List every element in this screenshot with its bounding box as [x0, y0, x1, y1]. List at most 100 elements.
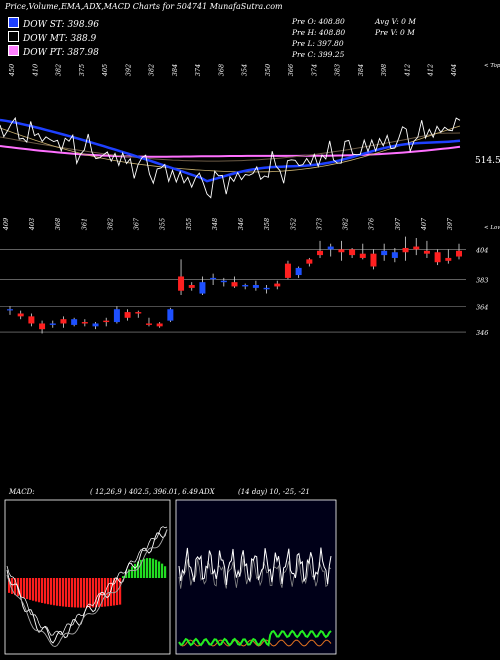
candle-body — [391, 252, 398, 258]
candle-body — [295, 267, 302, 276]
legend-dow-pt: DOW PT: 387.98 — [8, 45, 99, 58]
ema-top-label: 354 — [241, 64, 249, 76]
macd-hist-bar — [113, 578, 116, 606]
candle-body — [434, 252, 441, 263]
avg-volume: Avg V: 0 M — [375, 17, 416, 26]
macd-hist-bar — [89, 578, 92, 608]
price-level-label: 383 — [476, 276, 488, 284]
ema-top-label: 405 — [101, 64, 109, 77]
candle-body — [103, 320, 110, 323]
price-level-label: 404 — [475, 246, 488, 254]
adx-plus-di-line — [178, 547, 332, 585]
candle-body — [381, 250, 388, 256]
ema-top-label: 382 — [55, 64, 63, 76]
candle-body — [274, 283, 281, 287]
macd-hist-bar — [152, 558, 155, 578]
macd-hist-bar — [14, 578, 17, 596]
adx-green-line — [178, 629, 332, 647]
macd-hist-bar — [32, 578, 35, 601]
macd-frame — [4, 499, 171, 655]
macd-values: ( 12,26,9 ) 402.5, 396.01, 6.49 — [90, 488, 198, 496]
ema-top-label: 410 — [31, 64, 39, 77]
candle-body — [327, 246, 334, 250]
chart-title: Price,Volume,EMA,ADX,MACD Charts for 504… — [5, 2, 283, 11]
candle-body — [423, 250, 430, 254]
candle-body — [124, 312, 131, 318]
price-top-label: 407 — [420, 217, 428, 231]
macd-hist-bar — [131, 566, 134, 578]
macd-hist-bar — [11, 578, 14, 594]
macd-hist-bar — [44, 578, 47, 604]
candle-body — [220, 280, 227, 283]
pre-open: Pre O: 408.80 — [292, 17, 345, 26]
macd-hist-bar — [50, 578, 53, 605]
pre-close: Pre C: 399.25 — [292, 50, 345, 59]
candle-body — [338, 249, 345, 253]
price-top-label: 348 — [211, 218, 219, 230]
macd-hist-bar — [158, 561, 161, 578]
ema-top-label: 374 — [310, 64, 318, 76]
macd-hist-bar — [47, 578, 50, 605]
macd-hist-bar — [77, 578, 80, 608]
ema-top-label: 383 — [334, 64, 342, 76]
legend-dow-mt: DOW MT: 388.9 — [8, 31, 96, 44]
ema-top-label: 384 — [357, 64, 365, 76]
price-level-label: 364 — [476, 303, 488, 311]
macd-hist-bar — [140, 559, 143, 578]
macd-hist-bar — [110, 578, 113, 606]
ema-top-label: 384 — [171, 64, 179, 76]
candle-body — [39, 323, 46, 330]
candle-body — [92, 323, 99, 327]
candle-body — [252, 285, 259, 288]
candle-body — [210, 277, 217, 280]
macd-hist-bar — [161, 563, 164, 578]
price-top-label: 382 — [106, 218, 114, 230]
ema-top-label: 398 — [380, 64, 388, 76]
macd-hist-bar — [71, 578, 74, 608]
macd-hist-bar — [122, 576, 125, 578]
adx-values: (14 day) 10, -25, -21 — [238, 488, 310, 496]
macd-hist-bar — [20, 578, 23, 598]
macd-hist-bar — [107, 578, 110, 607]
ema-pink-line — [0, 145, 461, 158]
price-top-label: 376 — [368, 218, 376, 230]
candle-body — [60, 319, 67, 324]
price-top-label: 382 — [342, 218, 350, 230]
macd-hist-bar — [53, 578, 56, 606]
candle-body — [7, 309, 13, 311]
candle-body — [156, 323, 163, 327]
ema-top-label: 392 — [124, 64, 132, 76]
price-level-label: 346 — [476, 329, 488, 337]
candle-body — [199, 282, 206, 294]
ema-top-label: 350 — [264, 64, 272, 76]
candle-body — [413, 246, 420, 250]
ema-top-label: 412 — [427, 64, 435, 77]
macd-hist-bar — [8, 578, 11, 593]
price-top-label: 397 — [446, 217, 454, 230]
candle-body — [113, 309, 120, 323]
macd-hist-bar — [164, 566, 167, 578]
macd-hist-bar — [92, 578, 95, 608]
price-top-label: 373 — [315, 218, 323, 230]
macd-hist-bar — [119, 578, 122, 605]
ema-top-label: 404 — [450, 64, 458, 77]
macd-hist-bar — [86, 578, 89, 608]
ema-gold-line — [0, 125, 461, 173]
price-top-label: 409 — [2, 218, 10, 231]
macd-hist-bar — [83, 578, 86, 608]
ema-top-label: 450 — [8, 64, 16, 77]
ema-top-label: 374 — [194, 64, 202, 76]
candle-body — [284, 263, 291, 278]
ema-end-label: 514.55 — [475, 156, 500, 166]
price-top-label: 355 — [185, 218, 193, 230]
price-top-label: 355 — [159, 218, 167, 230]
candle-body — [402, 247, 409, 253]
candle-body — [167, 309, 174, 321]
candle-body — [188, 285, 195, 288]
macd-hist-bar — [143, 558, 146, 578]
macd-hist-bar — [29, 578, 32, 600]
price-corner-label: < Lowe — [484, 225, 500, 231]
candle-body — [242, 285, 249, 287]
legend-swatch-mt-icon — [8, 31, 19, 42]
